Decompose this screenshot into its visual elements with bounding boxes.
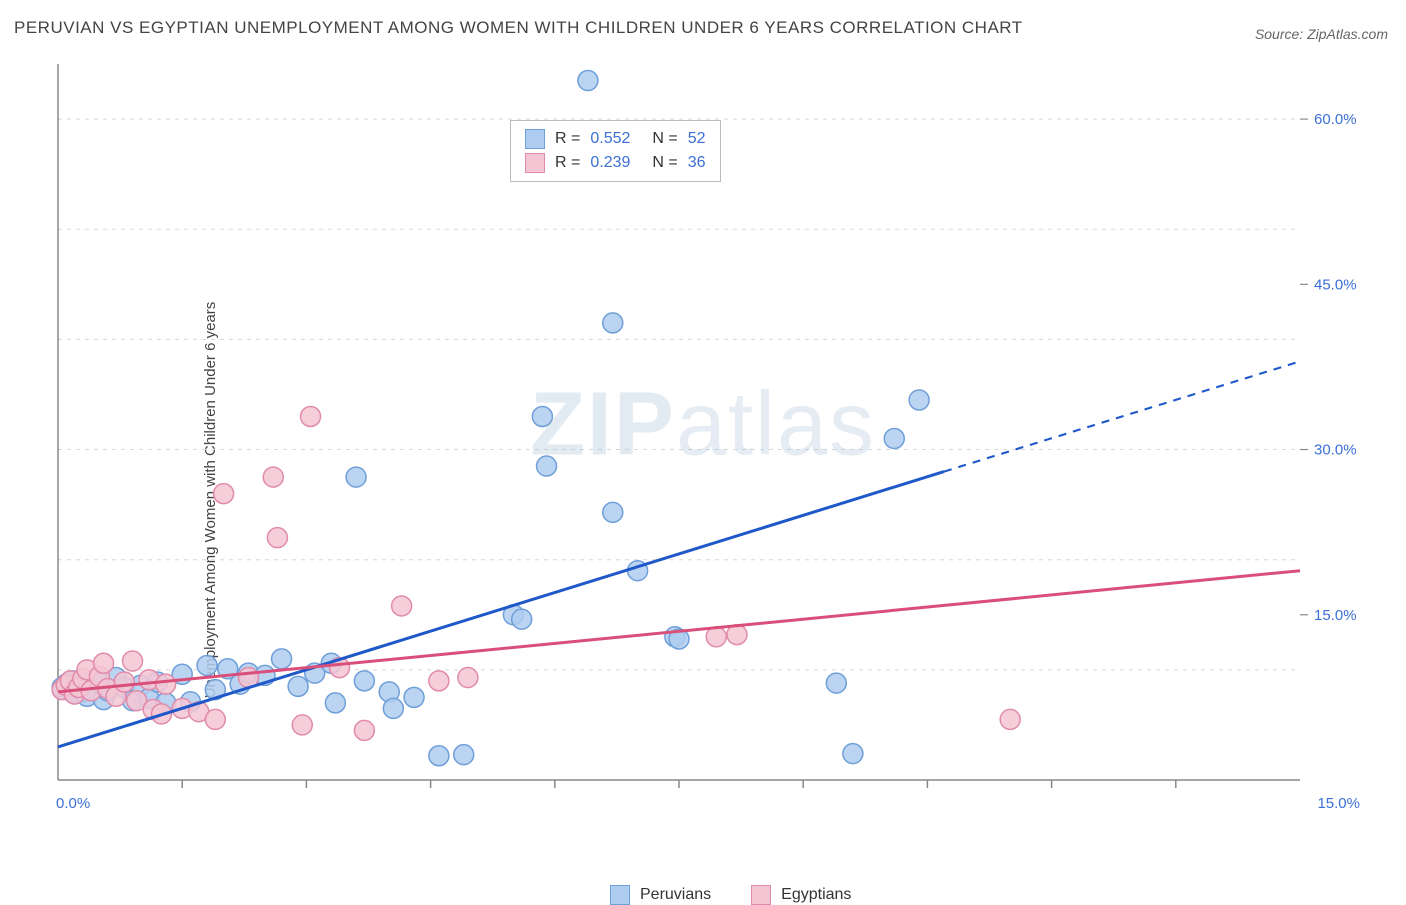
svg-text:15.0%: 15.0% bbox=[1317, 795, 1360, 812]
n-label: N = bbox=[652, 154, 677, 172]
r-label: R = bbox=[555, 154, 580, 172]
n-value: 52 bbox=[688, 130, 706, 148]
svg-text:15.0%: 15.0% bbox=[1314, 607, 1357, 624]
legend-label: Peruvians bbox=[640, 886, 711, 904]
svg-text:0.0%: 0.0% bbox=[56, 795, 90, 812]
r-value: 0.552 bbox=[590, 130, 630, 148]
legend-label: Egyptians bbox=[781, 886, 851, 904]
legend-swatch bbox=[525, 153, 545, 173]
legend-item-egyptians: Egyptians bbox=[751, 885, 851, 905]
legend-swatch bbox=[610, 885, 630, 905]
source-label: Source: ZipAtlas.com bbox=[1255, 26, 1388, 42]
svg-text:60.0%: 60.0% bbox=[1314, 111, 1357, 128]
chart-area: Unemployment Among Women with Children U… bbox=[0, 60, 1406, 870]
series-legend: Peruvians Egyptians bbox=[610, 885, 851, 905]
n-label: N = bbox=[652, 130, 677, 148]
stats-legend-box: R = 0.552 N = 52 R = 0.239 N = 36 bbox=[510, 120, 721, 182]
legend-item-peruvians: Peruvians bbox=[610, 885, 711, 905]
svg-text:45.0%: 45.0% bbox=[1314, 276, 1357, 293]
r-value: 0.239 bbox=[590, 154, 630, 172]
stats-row-egyptians: R = 0.239 N = 36 bbox=[525, 151, 706, 175]
n-value: 36 bbox=[688, 154, 706, 172]
r-label: R = bbox=[555, 130, 580, 148]
legend-swatch bbox=[751, 885, 771, 905]
svg-text:30.0%: 30.0% bbox=[1314, 442, 1357, 459]
chart-title: PERUVIAN VS EGYPTIAN UNEMPLOYMENT AMONG … bbox=[14, 18, 1023, 38]
legend-swatch bbox=[525, 129, 545, 149]
stats-row-peruvians: R = 0.552 N = 52 bbox=[525, 127, 706, 151]
